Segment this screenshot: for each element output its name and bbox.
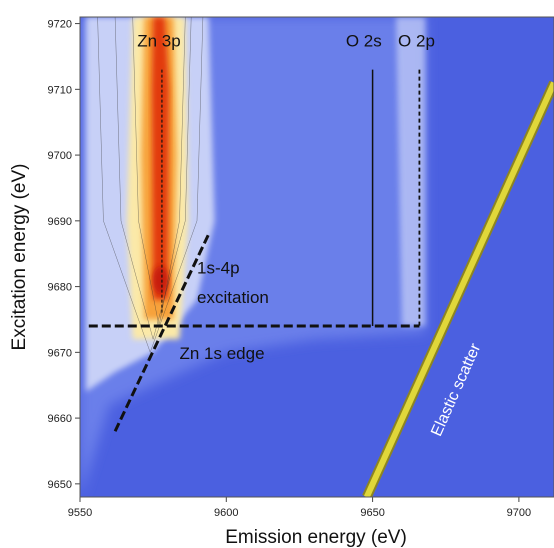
contour-line-1 [114, 17, 192, 341]
y-axis-title: Excitation energy (eV) [9, 164, 30, 351]
annotation-excitation-1: 1s-4p [197, 258, 240, 277]
annotation-excitation-2: excitation [197, 288, 269, 307]
annotation-o2p: O 2p [398, 32, 435, 51]
feature-lines [88, 69, 554, 497]
y-tick-label-9650: 9650 [48, 479, 72, 491]
contour-layers [80, 17, 426, 497]
x-tick-label-9650: 9650 [360, 507, 384, 519]
annotation-edge: Zn 1s edge [179, 344, 264, 363]
y-tick-label-9710: 9710 [48, 84, 72, 96]
x-axis-ticks: 9550 9600 9650 9700 [68, 497, 531, 519]
annotation-zn3p: Zn 3p [137, 32, 180, 51]
x-tick-label-9700: 9700 [507, 507, 531, 519]
x-tick-label-9600: 9600 [214, 507, 238, 519]
y-tick-label-9720: 9720 [48, 19, 72, 31]
x-axis-title: Emission energy (eV) [225, 527, 407, 548]
y-tick-label-9670: 9670 [48, 347, 72, 359]
annotation-o2s: O 2s [346, 32, 382, 51]
y-tick-label-9690: 9690 [48, 216, 72, 228]
x-tick-label-9550: 9550 [68, 507, 92, 519]
plot-frame [79, 16, 554, 498]
contour-o2p [396, 17, 426, 326]
y-axis-ticks: 9650 9660 9670 9680 9690 9700 9710 9720 [48, 19, 80, 491]
y-tick-label-9680: 9680 [48, 282, 72, 294]
elastic-scatter-line [364, 81, 554, 497]
contour-red [151, 17, 170, 300]
zn-peak [152, 266, 169, 295]
contour-line-0 [97, 17, 204, 354]
y-tick-label-9700: 9700 [48, 150, 72, 162]
y-tick-label-9660: 9660 [48, 413, 72, 425]
excitation-diagonal-line [113, 233, 211, 432]
